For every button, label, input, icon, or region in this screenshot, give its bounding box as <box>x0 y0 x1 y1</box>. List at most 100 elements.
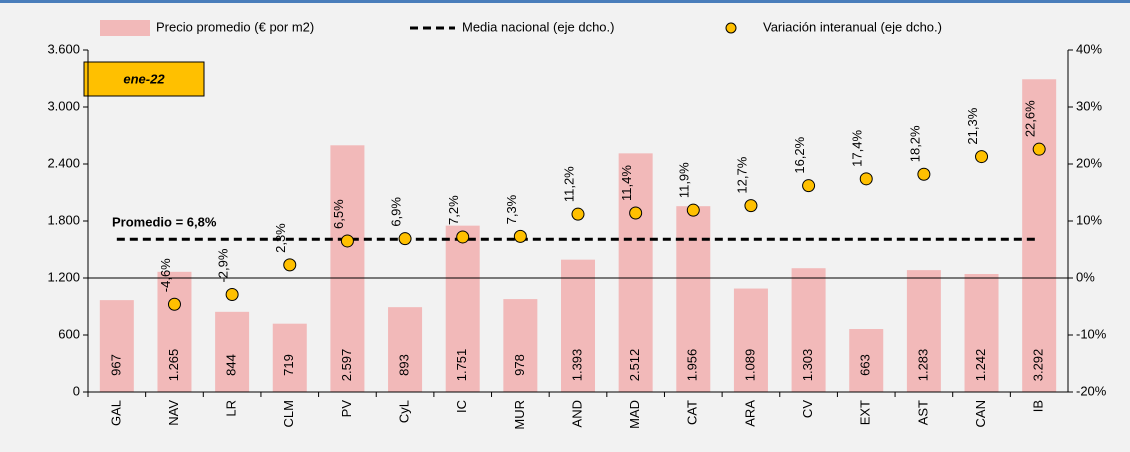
point-label: 18,2% <box>907 125 922 162</box>
x-tick-label: PV <box>339 400 354 418</box>
annotation-box-text: ene-22 <box>123 71 165 86</box>
bar <box>503 299 538 392</box>
bar-value-label: 1.956 <box>685 349 700 382</box>
bar <box>445 225 480 392</box>
y-tick-label: 3.600 <box>47 41 80 56</box>
y-tick-label: 1.200 <box>47 269 80 284</box>
scatter-point <box>513 229 527 243</box>
x-tick-label: CV <box>800 400 815 418</box>
bar-value-label: 1.089 <box>742 349 757 382</box>
bar-value-label: 1.265 <box>166 349 181 382</box>
scatter-point <box>398 232 412 246</box>
point-label: 11,4% <box>619 165 634 201</box>
point-label: 6,9% <box>388 197 403 227</box>
point-label: 22,6% <box>1023 100 1038 137</box>
bar <box>99 300 134 392</box>
bar-value-label: 893 <box>396 354 411 376</box>
y2-tick-label: -20% <box>1076 383 1107 398</box>
x-tick-label: IB <box>1031 400 1046 412</box>
x-tick-label: LR <box>224 400 239 417</box>
bar-value-label: 1.242 <box>973 349 988 382</box>
y-tick-label: 0 <box>73 383 80 398</box>
scatter-point <box>340 234 354 248</box>
x-tick-label: CAN <box>973 400 988 427</box>
y2-tick-label: 30% <box>1076 98 1102 113</box>
bar-value-label: 3.292 <box>1031 349 1046 382</box>
bar <box>733 288 768 392</box>
x-tick-label: MAD <box>627 400 642 429</box>
bar <box>618 153 653 392</box>
x-tick-label: CAT <box>685 400 700 425</box>
y2-tick-label: -10% <box>1076 326 1107 341</box>
x-tick-label: CyL <box>396 400 411 423</box>
scatter-point <box>802 179 816 193</box>
bar-value-label: 1.283 <box>915 349 930 382</box>
bar-value-label: 1.303 <box>800 349 815 382</box>
bar-value-label: 1.751 <box>454 349 469 382</box>
point-label: 11,2% <box>561 166 576 202</box>
scatter-point <box>975 150 989 164</box>
point-label: 7,3% <box>504 194 519 224</box>
point-label: 21,3% <box>965 107 980 144</box>
bar <box>1022 79 1057 392</box>
mean-annotation: Promedio = 6,8% <box>112 214 217 229</box>
y-tick-label: 1.800 <box>47 212 80 227</box>
scatter-point <box>456 230 470 244</box>
bar <box>388 307 423 392</box>
x-tick-label: AND <box>569 400 584 427</box>
bar <box>906 270 941 392</box>
y2-tick-label: 40% <box>1076 41 1102 56</box>
x-tick-label: AST <box>915 400 930 425</box>
bar-value-label: 1.393 <box>569 349 584 382</box>
point-label: -4,6% <box>158 258 173 292</box>
legend-swatch <box>100 20 150 36</box>
y-tick-label: 3.000 <box>47 98 80 113</box>
bar-value-label: 2.597 <box>339 349 354 382</box>
point-label: 12,7% <box>734 156 749 193</box>
y2-tick-label: 20% <box>1076 155 1102 170</box>
bar-value-label: 978 <box>512 354 527 376</box>
point-label: 2,3% <box>273 223 288 253</box>
scatter-point <box>1032 142 1046 156</box>
scatter-point <box>283 258 297 272</box>
bar-value-label: 663 <box>858 354 873 376</box>
bar <box>676 206 711 392</box>
bar <box>964 274 999 392</box>
point-label: 7,2% <box>446 195 461 225</box>
legend-label: Precio promedio (€ por m2) <box>156 19 314 34</box>
bar <box>330 145 365 392</box>
y2-tick-label: 10% <box>1076 212 1102 227</box>
scatter-point <box>686 203 700 217</box>
bar <box>849 329 884 392</box>
annotation-box <box>83 61 205 97</box>
scatter-point <box>571 207 585 221</box>
legend-swatch <box>725 22 737 34</box>
y-tick-label: 2.400 <box>47 155 80 170</box>
bar <box>791 268 826 392</box>
x-tick-label: GAL <box>108 400 123 426</box>
x-tick-label: ARA <box>742 400 757 427</box>
bar <box>561 259 595 392</box>
point-label: 17,4% <box>850 130 865 167</box>
x-tick-label: IC <box>454 400 469 413</box>
scatter-point <box>744 199 758 213</box>
scatter-point <box>225 288 239 302</box>
bar-value-label: 967 <box>108 354 123 376</box>
y-tick-label: 600 <box>58 326 80 341</box>
scatter-point <box>859 172 873 186</box>
point-label: -2,9% <box>216 248 231 282</box>
point-label: 11,9% <box>677 162 692 198</box>
bar <box>157 271 192 392</box>
bar-value-label: 2.512 <box>627 349 642 382</box>
scatter-point <box>917 167 931 181</box>
x-tick-label: EXT <box>858 400 873 425</box>
x-tick-label: CLM <box>281 400 296 427</box>
scatter-point <box>167 297 181 311</box>
y2-tick-label: 0% <box>1076 269 1095 284</box>
x-tick-label: MUR <box>512 400 527 430</box>
legend-label: Variación interanual (eje dcho.) <box>763 19 942 34</box>
legend-label: Media nacional (eje dcho.) <box>462 19 614 34</box>
x-tick-label: NAV <box>166 400 181 426</box>
bar-value-label: 844 <box>224 354 239 376</box>
